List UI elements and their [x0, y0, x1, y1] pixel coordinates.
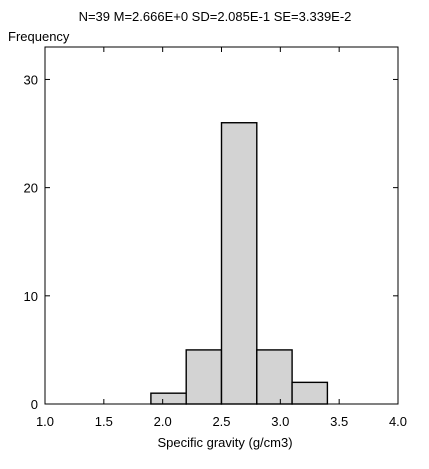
histogram-bar-1	[150, 392, 187, 405]
x-tick-label: 4.0	[389, 414, 407, 429]
x-tick-label: 1.5	[95, 414, 113, 429]
y-axis-label: Frequency	[8, 29, 70, 44]
x-tick-label: 3.5	[330, 414, 348, 429]
x-axis-label: Specific gravity (g/cm3)	[157, 435, 292, 450]
chart-title: N=39 M=2.666E+0 SD=2.085E-1 SE=3.339E-2	[79, 9, 352, 24]
x-tick-label: 2.5	[212, 414, 230, 429]
x-tick-label: 1.0	[36, 414, 54, 429]
histogram-bar-4	[256, 349, 293, 405]
x-tick-label: 3.0	[271, 414, 289, 429]
bars-layer	[150, 122, 329, 405]
histogram-bar-5	[291, 381, 329, 405]
y-tick-label: 0	[31, 397, 38, 412]
y-tick-label: 10	[24, 289, 38, 304]
y-tick-label: 30	[24, 72, 38, 87]
x-tick-label: 2.0	[154, 414, 172, 429]
y-tick-label: 20	[24, 181, 38, 196]
plot-frame	[44, 46, 399, 405]
histogram-bar-3	[220, 122, 258, 405]
histogram-bar-2	[185, 349, 223, 405]
